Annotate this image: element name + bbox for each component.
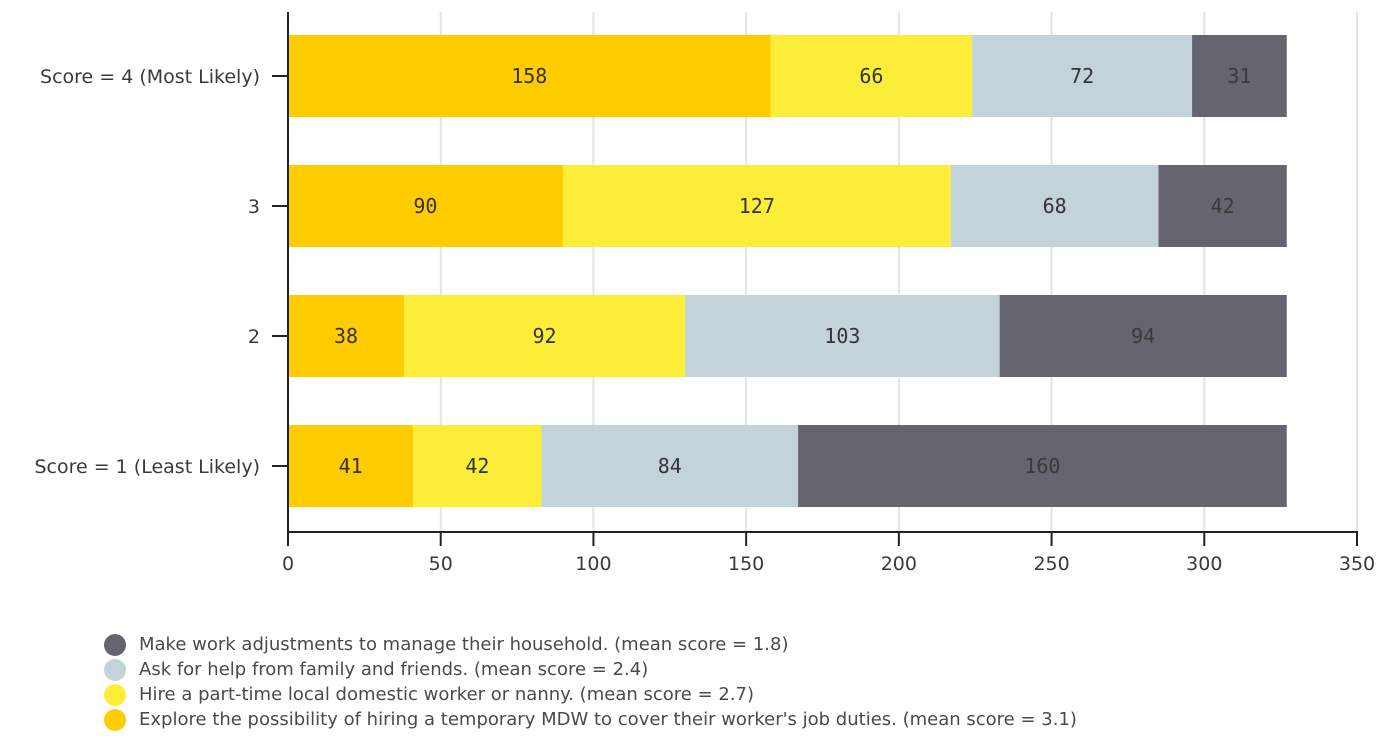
bar-segment	[685, 295, 1000, 377]
bar-value-label: 103	[824, 324, 860, 348]
bar-segment	[413, 425, 542, 507]
y-tick-label: 2	[248, 326, 260, 348]
bar-segment	[404, 295, 686, 377]
y-tick-label: Score = 1 (Least Likely)	[34, 456, 260, 478]
legend-item: Hire a part-time local domestic worker o…	[104, 682, 1077, 707]
bar-value-label: 72	[1070, 64, 1094, 88]
bar-segment	[541, 425, 799, 507]
bar-segment	[950, 165, 1159, 247]
bar-segment	[288, 425, 414, 507]
bar-value-label: 31	[1227, 64, 1251, 88]
bar-value-label: 42	[1211, 194, 1235, 218]
legend-swatch	[104, 708, 126, 731]
bar-segment	[999, 295, 1287, 377]
legend-item: Explore the possibility of hiring a temp…	[104, 707, 1077, 732]
y-tick-label: 3	[248, 196, 260, 218]
x-tick-label: 250	[1033, 553, 1069, 575]
bar-value-label: 160	[1024, 454, 1060, 478]
bar-value-label: 158	[511, 64, 547, 88]
bar-segment	[562, 165, 951, 247]
bars: 158 66 72 31 90 127 68 42 38 92 103 94 41 42 84 160	[288, 35, 1287, 507]
bar-value-label: 68	[1043, 194, 1067, 218]
bar-segment	[288, 165, 563, 247]
legend: Make work adjustments to manage their ho…	[104, 632, 1077, 732]
bar-segment	[1158, 165, 1287, 247]
bar-value-label: 38	[334, 324, 358, 348]
bar-segment	[1192, 35, 1287, 117]
bar-segment	[288, 295, 405, 377]
legend-swatch	[104, 658, 126, 681]
legend-swatch	[104, 633, 126, 656]
legend-label: Hire a part-time local domestic worker o…	[139, 684, 755, 705]
y-tick-label: Score = 4 (Most Likely)	[40, 66, 260, 88]
x-tick-label: 200	[881, 553, 917, 575]
bar-value-label: 92	[533, 324, 557, 348]
bar-segment	[770, 35, 973, 117]
bar-value-label: 66	[859, 64, 883, 88]
bar-value-label: 84	[658, 454, 682, 478]
bar-value-label: 127	[739, 194, 775, 218]
stacked-bar-chart: 158 66 72 31 90 127 68 42 38 92 103 94 41 42 84 160 Sco…	[34, 12, 1375, 575]
x-tick-label: 150	[728, 553, 764, 575]
legend-item: Ask for help from family and friends. (m…	[104, 657, 1077, 682]
bar-segment	[798, 425, 1287, 507]
bar-value-label: 90	[413, 194, 437, 218]
legend-label: Make work adjustments to manage their ho…	[139, 634, 789, 655]
x-tick-label: 350	[1339, 553, 1375, 575]
x-tick-label: 0	[282, 553, 294, 575]
x-tick-label: 100	[575, 553, 611, 575]
bar-segment	[288, 35, 771, 117]
bar-value-label: 41	[339, 454, 363, 478]
legend-item: Make work adjustments to manage their ho…	[104, 632, 1077, 657]
bar-value-label: 42	[465, 454, 489, 478]
x-tick-label: 50	[429, 553, 453, 575]
legend-swatch	[104, 683, 126, 706]
legend-label: Ask for help from family and friends. (m…	[139, 659, 649, 680]
axes: Score = 4 (Most Likely) 3 2 Score = 1 (Leas…	[34, 12, 1375, 575]
bar-segment	[972, 35, 1193, 117]
x-tick-label: 300	[1186, 553, 1222, 575]
legend-label: Explore the possibility of hiring a temp…	[139, 709, 1077, 730]
bar-value-label: 94	[1131, 324, 1155, 348]
